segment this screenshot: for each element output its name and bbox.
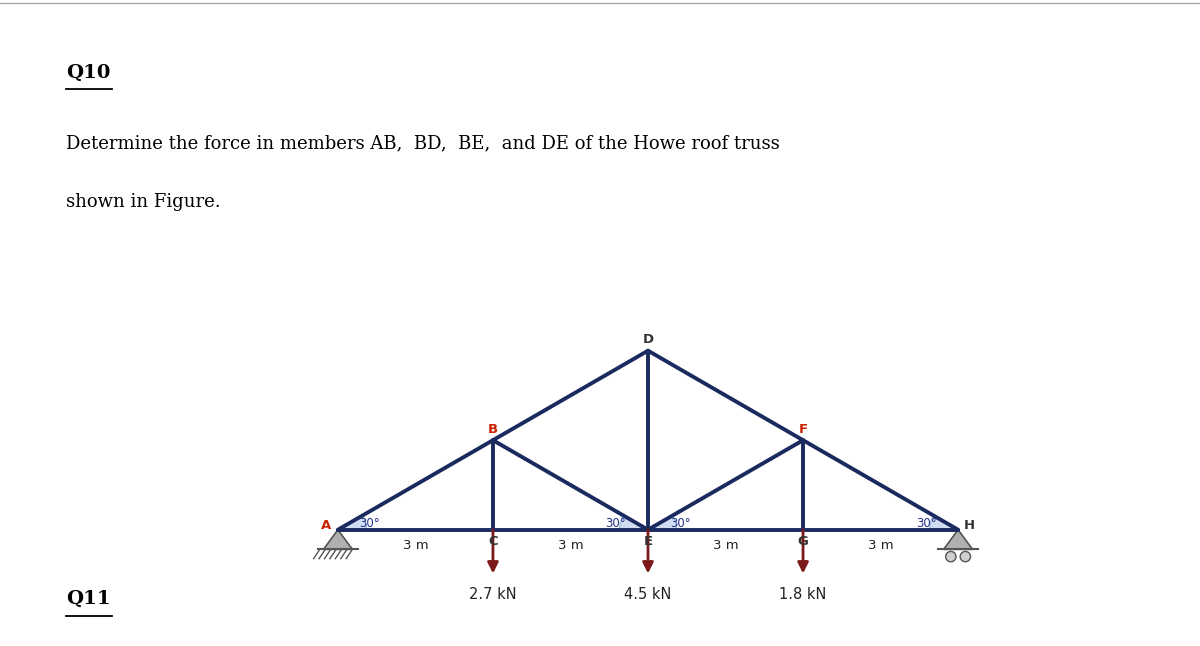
Circle shape	[960, 552, 971, 562]
Polygon shape	[619, 516, 648, 530]
Polygon shape	[943, 530, 972, 549]
Text: 30°: 30°	[916, 517, 936, 530]
Text: Q10: Q10	[66, 63, 110, 81]
Text: 30°: 30°	[670, 517, 690, 530]
Text: 30°: 30°	[360, 517, 380, 530]
Text: 4.5 kN: 4.5 kN	[624, 587, 672, 602]
Text: 3 m: 3 m	[403, 539, 428, 552]
Text: F: F	[798, 423, 808, 436]
Circle shape	[946, 552, 956, 562]
Text: shown in Figure.: shown in Figure.	[66, 193, 221, 211]
Text: E: E	[643, 535, 653, 548]
Polygon shape	[930, 516, 958, 530]
Polygon shape	[648, 516, 677, 530]
Text: H: H	[964, 519, 976, 532]
Text: Determine the force in members AB,  BD,  BE,  and DE of the Howe roof truss: Determine the force in members AB, BD, B…	[66, 134, 780, 152]
Text: 3 m: 3 m	[868, 539, 893, 552]
Text: 3 m: 3 m	[713, 539, 738, 552]
Text: Q11: Q11	[66, 590, 110, 608]
Text: G: G	[798, 535, 809, 548]
Text: A: A	[322, 519, 331, 532]
Polygon shape	[324, 530, 353, 549]
Text: 3 m: 3 m	[558, 539, 583, 552]
Text: B: B	[488, 423, 498, 436]
Text: 2.7 kN: 2.7 kN	[469, 587, 517, 602]
Polygon shape	[338, 516, 366, 530]
Text: 1.8 kN: 1.8 kN	[779, 587, 827, 602]
Text: C: C	[488, 535, 498, 548]
Text: D: D	[642, 333, 654, 346]
Text: 30°: 30°	[606, 517, 626, 530]
